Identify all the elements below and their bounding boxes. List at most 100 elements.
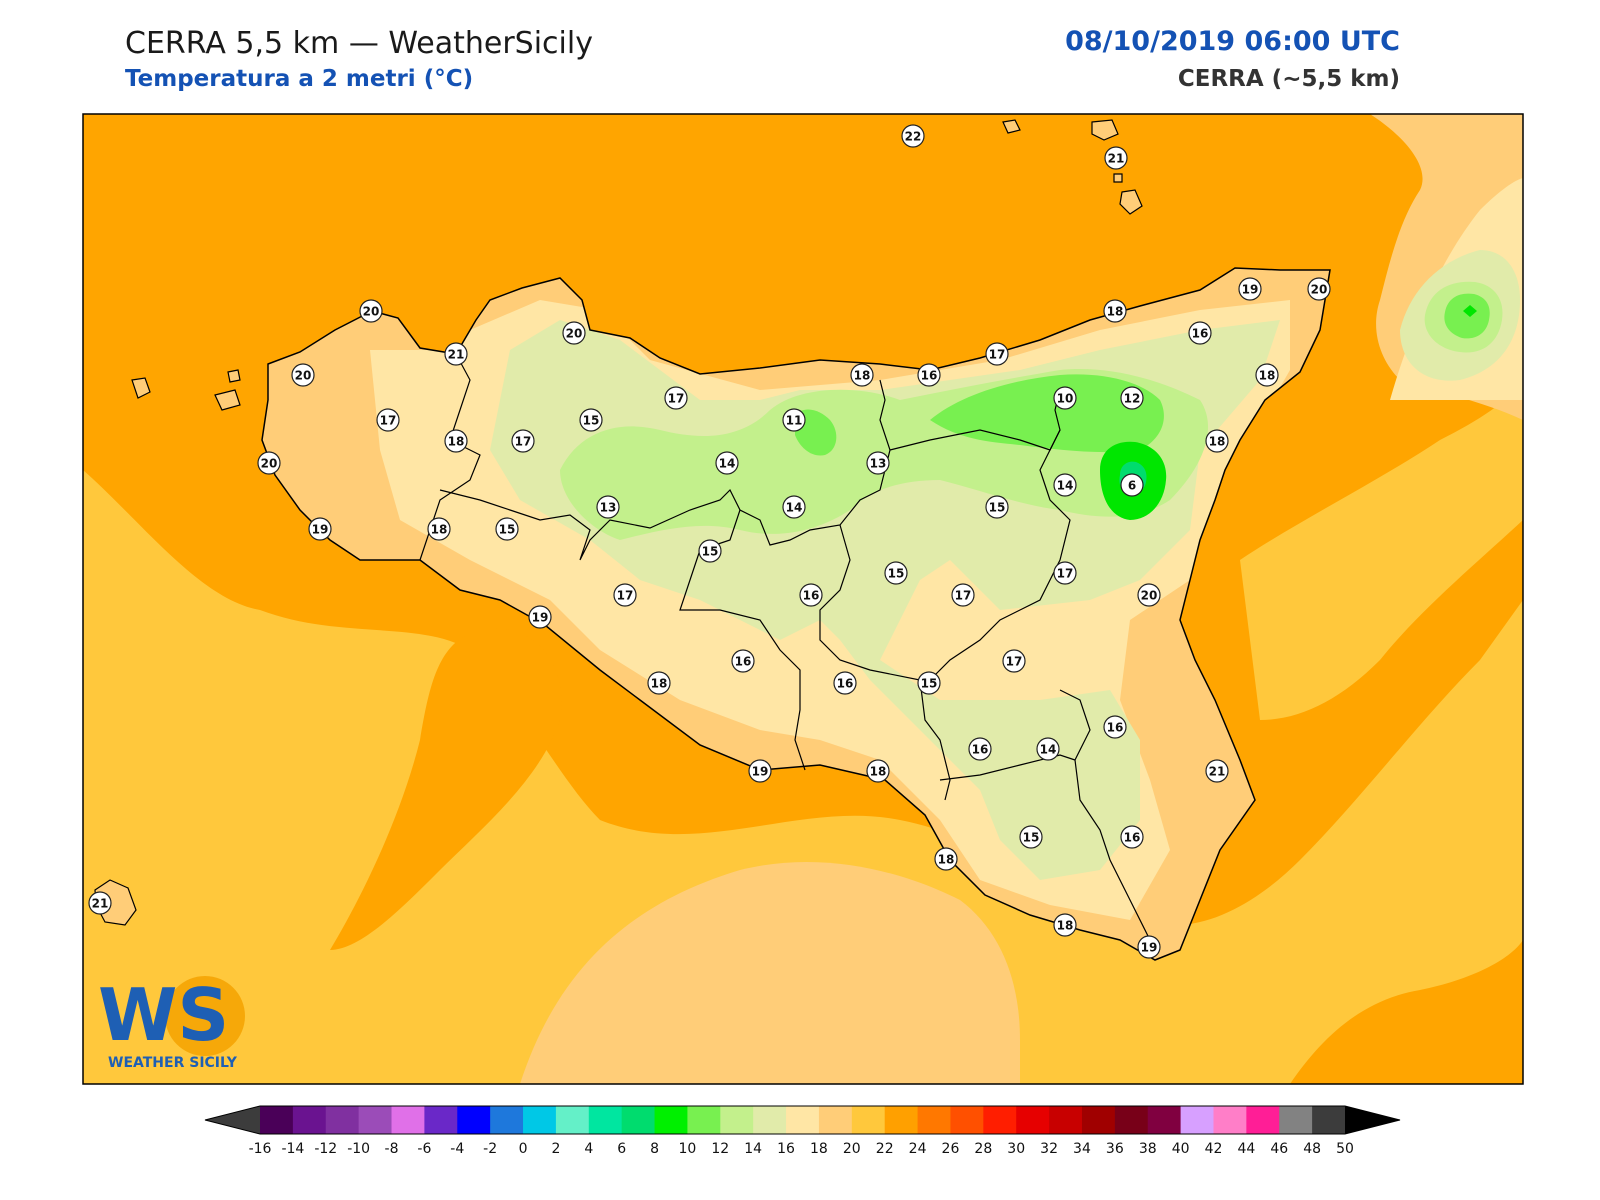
station-marker: 17 xyxy=(664,386,688,410)
station-marker: 20 xyxy=(562,321,586,345)
colorbar-swatch xyxy=(621,1106,656,1134)
colorbar-tick-label: 14 xyxy=(744,1141,762,1157)
station-marker: 21 xyxy=(444,342,468,366)
station-marker: 21 xyxy=(88,891,112,915)
station-marker: 18 xyxy=(647,671,671,695)
colorbar-swatch xyxy=(687,1106,721,1134)
station-marker: 13 xyxy=(596,495,620,519)
station-value: 17 xyxy=(380,414,397,428)
station-value: 15 xyxy=(888,567,905,581)
station-marker: 18 xyxy=(850,363,874,387)
colorbar-tick-label: 12 xyxy=(711,1141,729,1157)
colorbar-swatch xyxy=(391,1106,425,1134)
station-marker: 18 xyxy=(1255,363,1279,387)
model-label: CERRA (~5,5 km) xyxy=(1177,66,1400,92)
colorbar-tick-label: -6 xyxy=(417,1141,431,1157)
station-value: 16 xyxy=(972,743,989,757)
colorbar-tick-label: 22 xyxy=(876,1141,894,1157)
station-value: 16 xyxy=(735,655,752,669)
station-marker: 19 xyxy=(1137,935,1161,959)
colorbar-swatch xyxy=(1147,1106,1182,1134)
colorbar-tick-label: 50 xyxy=(1336,1141,1354,1157)
station-value: 15 xyxy=(989,501,1006,515)
colorbar-tick-label: 16 xyxy=(777,1141,795,1157)
station-value: 16 xyxy=(803,589,820,603)
colorbar-swatch xyxy=(654,1106,688,1134)
station-marker: 14 xyxy=(1053,473,1077,497)
colorbar-tick-label: 20 xyxy=(843,1141,861,1157)
colorbar-swatch xyxy=(950,1106,984,1134)
station-marker: 15 xyxy=(1019,825,1043,849)
egadi-islands xyxy=(131,369,241,411)
station-marker: 15 xyxy=(698,539,722,563)
colorbar-swatch xyxy=(523,1106,557,1134)
station-value: 22 xyxy=(905,130,922,144)
colorbar-tick-label: 26 xyxy=(942,1141,960,1157)
station-marker: 12 xyxy=(1120,386,1144,410)
station-value: 17 xyxy=(1057,567,1074,581)
station-marker: 17 xyxy=(376,408,400,432)
colorbar-swatch xyxy=(1114,1106,1149,1134)
station-value: 15 xyxy=(499,523,516,537)
colorbar-outline xyxy=(204,1105,1401,1135)
colorbar-tick-label: 48 xyxy=(1303,1141,1321,1157)
colorbar-tick-label: 10 xyxy=(679,1141,697,1157)
colorbar-swatch xyxy=(292,1106,327,1134)
station-value: 12 xyxy=(1124,392,1141,406)
sea-band-20 xyxy=(520,861,1020,1084)
station-marker: 16 xyxy=(1103,715,1127,739)
station-marker: 6 xyxy=(1120,473,1144,497)
station-value: 20 xyxy=(1141,589,1158,603)
station-value: 16 xyxy=(921,369,938,383)
colorbar-swatch xyxy=(260,1106,294,1134)
station-marker: 17 xyxy=(511,429,535,453)
station-value: 18 xyxy=(1259,369,1276,383)
aeolian-islands xyxy=(1002,119,1143,215)
colorbar-swatch xyxy=(884,1106,919,1134)
station-marker: 18 xyxy=(1205,429,1229,453)
station-value: 14 xyxy=(1040,743,1057,757)
map-frame xyxy=(82,113,1524,1085)
station-marker: 14 xyxy=(1036,737,1060,761)
station-marker: 15 xyxy=(985,495,1009,519)
station-value: 16 xyxy=(1124,831,1141,845)
colorbar-swatch xyxy=(720,1106,754,1134)
station-value: 14 xyxy=(1057,479,1074,493)
station-value: 20 xyxy=(363,305,380,319)
station-value: 18 xyxy=(854,369,871,383)
station-value: 21 xyxy=(1108,152,1125,166)
colorbar-swatch xyxy=(555,1106,590,1134)
station-value: 19 xyxy=(312,523,329,537)
station-marker: 20 xyxy=(1137,583,1161,607)
station-marker: 14 xyxy=(715,451,739,475)
colorbar-tick-label: -14 xyxy=(281,1141,304,1157)
station-value: 16 xyxy=(1192,327,1209,341)
station-value: 19 xyxy=(752,765,769,779)
station-value: 18 xyxy=(1107,305,1124,319)
sea-band-east xyxy=(1240,380,1523,720)
colorbar-swatch xyxy=(1016,1106,1050,1134)
station-value: 21 xyxy=(1209,765,1226,779)
station-marker: 20 xyxy=(291,363,315,387)
station-value: 21 xyxy=(92,897,109,911)
station-value: 18 xyxy=(1209,435,1226,449)
temperature-colorbar: -16 -14 -12 -10 -8 -6 -4 -2 0 2 4 6 8 10 12 14 16 18 20 22 2… xyxy=(204,1105,1401,1157)
sea-warm-pocket xyxy=(330,628,562,950)
station-value: 19 xyxy=(532,611,549,625)
colorbar-swatch xyxy=(358,1106,393,1134)
station-value: 15 xyxy=(1023,831,1040,845)
station-marker: 17 xyxy=(613,583,637,607)
colorbar-tick-label: 8 xyxy=(650,1141,659,1157)
logo-name: WEATHER SICILY xyxy=(108,1055,238,1071)
station-value: 17 xyxy=(617,589,634,603)
station-value: 19 xyxy=(1141,941,1158,955)
colorbar-swatch xyxy=(424,1106,458,1134)
station-value: 13 xyxy=(870,457,887,471)
colorbar-swatch xyxy=(490,1106,524,1134)
map-subtitle: Temperatura a 2 metri (°C) xyxy=(125,66,474,92)
station-marker: 16 xyxy=(917,363,941,387)
station-value: 17 xyxy=(955,589,972,603)
station-marker: 11 xyxy=(782,408,806,432)
station-value: 20 xyxy=(295,369,312,383)
colorbar-tick-label: -10 xyxy=(347,1141,370,1157)
